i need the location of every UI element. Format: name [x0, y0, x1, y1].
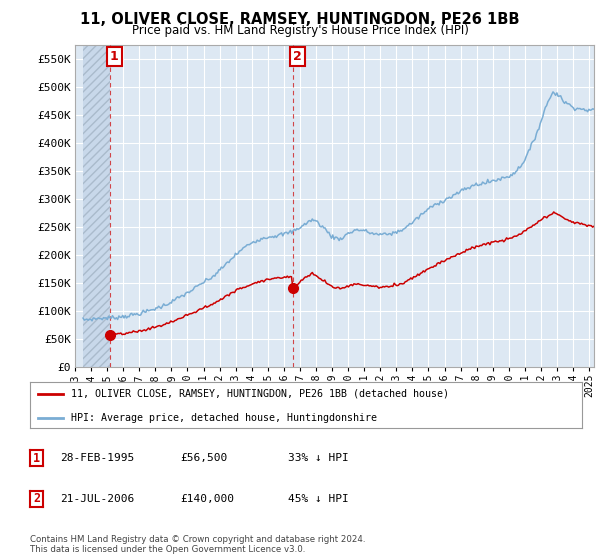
Text: Contains HM Land Registry data © Crown copyright and database right 2024.
This d: Contains HM Land Registry data © Crown c… — [30, 535, 365, 554]
Text: 2: 2 — [33, 492, 40, 506]
Text: 1: 1 — [33, 451, 40, 465]
Text: Price paid vs. HM Land Registry's House Price Index (HPI): Price paid vs. HM Land Registry's House … — [131, 24, 469, 36]
Text: 28-FEB-1995: 28-FEB-1995 — [60, 453, 134, 463]
Text: 1: 1 — [110, 50, 118, 63]
Text: £140,000: £140,000 — [180, 494, 234, 504]
Text: £56,500: £56,500 — [180, 453, 227, 463]
Text: 21-JUL-2006: 21-JUL-2006 — [60, 494, 134, 504]
Text: 2: 2 — [293, 50, 301, 63]
Text: HPI: Average price, detached house, Huntingdonshire: HPI: Average price, detached house, Hunt… — [71, 413, 377, 423]
Text: 45% ↓ HPI: 45% ↓ HPI — [288, 494, 349, 504]
Bar — [83, 45, 110, 367]
Text: 11, OLIVER CLOSE, RAMSEY, HUNTINGDON, PE26 1BB: 11, OLIVER CLOSE, RAMSEY, HUNTINGDON, PE… — [80, 12, 520, 27]
Text: 33% ↓ HPI: 33% ↓ HPI — [288, 453, 349, 463]
Text: 11, OLIVER CLOSE, RAMSEY, HUNTINGDON, PE26 1BB (detached house): 11, OLIVER CLOSE, RAMSEY, HUNTINGDON, PE… — [71, 389, 449, 399]
